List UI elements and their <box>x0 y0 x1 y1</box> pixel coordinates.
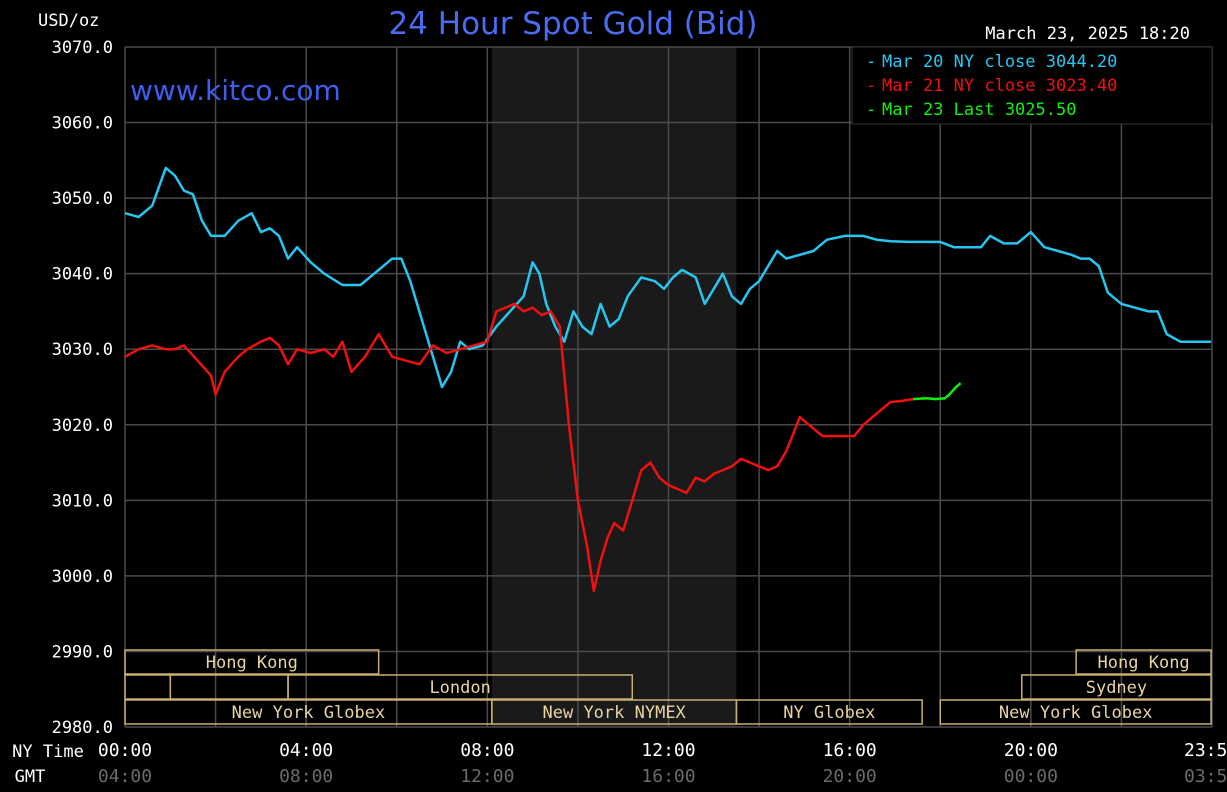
legend-box <box>851 46 1213 125</box>
y-tick-label: 3060.0 <box>52 114 113 134</box>
market-session-bar <box>939 699 1212 725</box>
x-tick-label-gmt: 04:00 <box>98 766 152 787</box>
legend-dash-2: - <box>866 100 876 120</box>
y-tick-label: 2980.0 <box>52 718 113 738</box>
market-session-bar <box>1021 674 1212 700</box>
market-session-label: New York Globex <box>232 703 386 723</box>
market-session-bar <box>124 649 380 675</box>
legend-dash-1: - <box>866 76 876 96</box>
legend-entry-mar20: Mar 20 NY close 3044.20 <box>882 52 1117 72</box>
series-line-mar21 <box>124 302 914 593</box>
x-tick-label-gmt: 08:00 <box>279 766 333 787</box>
x-tick-label-ny: 00:00 <box>98 740 152 761</box>
x-tick-label-ny: 16:00 <box>823 740 877 761</box>
market-session-label: New York Globex <box>999 703 1153 723</box>
market-session-bar <box>1075 649 1212 675</box>
y-tick-label: 3070.0 <box>52 38 113 58</box>
chart-title: 24 Hour Spot Gold (Bid) <box>388 6 757 42</box>
x-tick-label-ny: 12:00 <box>641 740 695 761</box>
kitco-watermark: www.kitco.com <box>130 74 341 107</box>
x-tick-label-gmt: 20:00 <box>823 766 877 787</box>
series-line-mar20 <box>124 166 1212 389</box>
y-tick-label: 3050.0 <box>52 189 113 209</box>
grid-lines <box>124 46 1213 728</box>
x-tick-label-ny: 08:00 <box>460 740 514 761</box>
legend-entry-mar23: Mar 23 Last 3025.50 <box>882 100 1076 120</box>
y-tick-label: 3040.0 <box>52 265 113 285</box>
x-axis-tick-labels: 00:00 04:00 08:00 12:00 16:00 20:00 23:59 04:00… <box>98 740 1227 787</box>
market-session-bar <box>287 674 634 700</box>
y-tick-label: 2990.0 <box>52 642 113 662</box>
market-session-bar <box>735 699 923 725</box>
x-tick-label-gmt: 16:00 <box>641 766 695 787</box>
x-tick-label-gmt: 12:00 <box>460 766 514 787</box>
x-tick-label-ny: 04:00 <box>279 740 333 761</box>
x-tick-label-ny: 23:59 <box>1184 740 1227 761</box>
market-session-label: New York NYMEX <box>543 703 687 723</box>
legend: - Mar 20 NY close 3044.20 - Mar 21 NY cl… <box>851 46 1213 125</box>
y-axis-unit-label: USD/oz <box>38 11 99 31</box>
market-session-label: Hong Kong <box>206 653 298 673</box>
y-tick-label: 3000.0 <box>52 567 113 587</box>
nymex-session-shading <box>491 47 737 727</box>
market-session-label: Hong Kong <box>1098 653 1190 673</box>
series-line-mar23 <box>913 382 962 401</box>
ny-time-row-label: NY Time <box>12 742 84 762</box>
x-tick-label-gmt: 03:59 <box>1184 766 1227 787</box>
x-tick-label-gmt: 00:00 <box>1004 766 1058 787</box>
chart-timestamp: March 23, 2025 18:20 <box>985 24 1190 44</box>
market-session-bars: Hong Kong London New York Globex New York N… <box>124 649 1212 725</box>
market-session-label: Sydney <box>1086 678 1147 698</box>
market-session-label: London <box>429 678 490 698</box>
y-tick-label: 3030.0 <box>52 340 113 360</box>
legend-entry-mar21: Mar 21 NY close 3023.40 <box>882 76 1117 96</box>
price-lines <box>124 166 1212 593</box>
market-session-label: NY Globex <box>783 703 875 723</box>
legend-dash-0: - <box>866 52 876 72</box>
y-axis-tick-labels: 3070.0 3060.0 3050.0 3040.0 3030.0 3020.0 3010… <box>52 38 113 738</box>
y-tick-label: 3010.0 <box>52 491 113 511</box>
y-tick-label: 3020.0 <box>52 416 113 436</box>
x-tick-label-ny: 20:00 <box>1004 740 1058 761</box>
gmt-row-label: GMT <box>15 767 46 787</box>
